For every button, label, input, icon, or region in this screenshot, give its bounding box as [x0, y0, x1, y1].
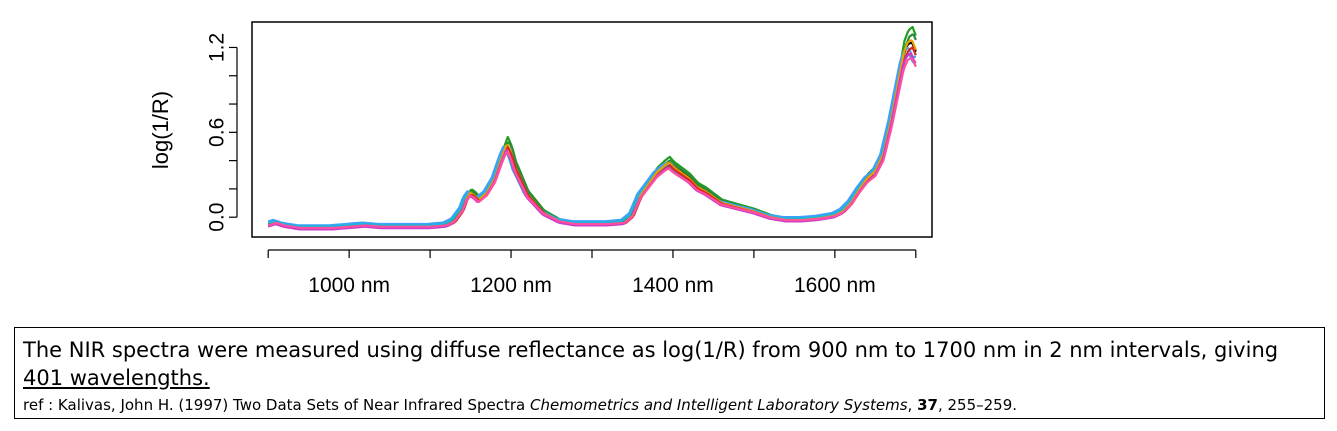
x-tick-label: 1400 nm	[632, 274, 714, 297]
series-line-sample-5	[267, 52, 916, 228]
ref-volume: 37	[917, 396, 938, 414]
y-axis-label: log(1/R)	[148, 91, 173, 169]
series-line-sample-2	[267, 25, 917, 229]
spectra-lines	[267, 25, 917, 231]
ref-sep: ,	[907, 396, 918, 414]
nir-spectra-chart: 1000 nm 1200 nm 1400 nm 1600 nm 0.0 0.6 1.2 lo…	[148, 21, 933, 297]
series-line-sample-6	[267, 39, 917, 230]
x-tick-label: 1200 nm	[470, 274, 552, 297]
x-tick-label: 1000 nm	[308, 274, 390, 297]
ref-pages: , 255–259.	[937, 396, 1018, 414]
series-line-sample-1	[267, 41, 917, 229]
series-line-sample-3	[268, 33, 917, 230]
y-tick-label: 0.6	[206, 118, 229, 147]
series-line-sample-8	[267, 52, 917, 231]
caption-text: The NIR spectra were measured using diff…	[23, 336, 1314, 392]
caption-reference: ref : Kalivas, John H. (1997) Two Data S…	[23, 394, 1314, 416]
caption-box: The NIR spectra were measured using diff…	[14, 327, 1325, 419]
series-line-sample-7	[268, 46, 917, 231]
y-tick-label: 0.0	[206, 203, 229, 232]
plot-frame	[251, 21, 933, 238]
caption-main-text: The NIR spectra were measured using diff…	[23, 338, 1279, 362]
axes: 1000 nm 1200 nm 1400 nm 1600 nm 0.0 0.6 1.2	[206, 33, 917, 297]
x-tick-label: 1600 nm	[794, 274, 876, 297]
series-line-sample-9	[267, 56, 917, 230]
caption-wavelength-count: 401 wavelengths.	[23, 366, 210, 390]
ref-journal: Chemometrics and Intelligent Laboratory …	[529, 396, 908, 414]
y-tick-label: 1.2	[206, 33, 229, 62]
ref-prefix: ref : Kalivas, John H. (1997) Two Data S…	[23, 396, 530, 414]
series-line-sample-4	[267, 46, 916, 227]
